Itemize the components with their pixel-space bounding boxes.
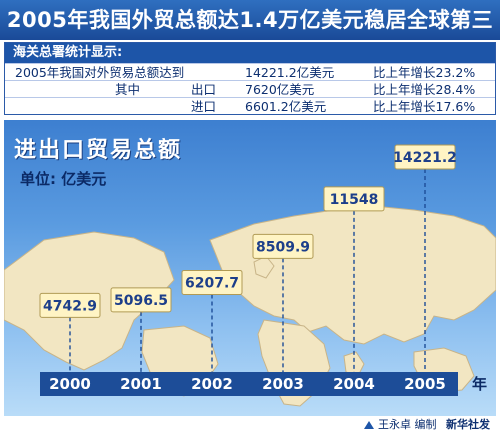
bar-2004 — [323, 186, 385, 212]
chart-title: 进出口贸易总额 — [14, 138, 183, 163]
x-axis-label: 年 — [472, 375, 487, 393]
data-label-2001: 5096.5 — [114, 293, 168, 309]
stats-row-import: 进口 6601.2亿美元 比上年增长17.6% — [5, 97, 495, 114]
stats-export-label: 出口 — [191, 82, 217, 97]
x-tick-2004: 2004 — [333, 375, 375, 393]
x-tick-2001: 2001 — [120, 375, 162, 393]
stats-row-total: 2005年我国对外贸易总额达到 14221.2亿美元 比上年增长23.2% — [5, 63, 495, 80]
stats-import-growth: 比上年增长17.6% — [373, 99, 476, 114]
footer: 王永卓 编制 新华社发 — [0, 416, 500, 434]
page-title: 2005年我国外贸总额达1.4万亿美元稳居全球第三 — [0, 0, 500, 40]
footer-author: 王永卓 编制 — [378, 418, 437, 431]
triangle-icon — [364, 421, 374, 429]
data-label-2000: 4742.9 — [43, 298, 97, 314]
bar-2005 — [394, 144, 456, 170]
x-tick-2003: 2003 — [262, 375, 304, 393]
footer-org: 新华社发 — [446, 418, 490, 431]
stats-table: 海关总署统计显示: 2005年我国对外贸易总额达到 14221.2亿美元 比上年… — [4, 42, 496, 115]
stats-heading: 海关总署统计显示: — [5, 43, 495, 63]
stats-total-growth: 比上年增长23.2% — [373, 65, 476, 80]
stats-total-label: 2005年我国对外贸易总额达到 — [15, 65, 185, 80]
stats-import-label: 进口 — [191, 99, 217, 114]
bar-2001 — [110, 287, 172, 313]
chart-unit: 单位: 亿美元 — [20, 170, 107, 188]
data-label-2005: 14221.2 — [393, 150, 457, 166]
bar-2002 — [181, 269, 243, 295]
data-label-2004: 11548 — [330, 192, 379, 208]
stats-export-growth: 比上年增长28.4% — [373, 82, 476, 97]
x-tick-2002: 2002 — [191, 375, 233, 393]
x-tick-2005: 2005 — [404, 375, 446, 393]
x-axis-band — [40, 372, 458, 396]
bar-2003 — [252, 233, 314, 259]
bar-2000 — [39, 292, 101, 318]
stats-total-value: 14221.2亿美元 — [245, 65, 335, 80]
data-label-2002: 6207.7 — [185, 275, 239, 291]
stats-among-label: 其中 — [115, 82, 141, 97]
x-tick-2000: 2000 — [49, 375, 91, 393]
stats-row-export: 其中 出口 7620亿美元 比上年增长28.4% — [5, 80, 495, 97]
data-label-2003: 8509.9 — [256, 239, 310, 255]
stats-export-value: 7620亿美元 — [245, 82, 315, 97]
stats-import-value: 6601.2亿美元 — [245, 99, 327, 114]
